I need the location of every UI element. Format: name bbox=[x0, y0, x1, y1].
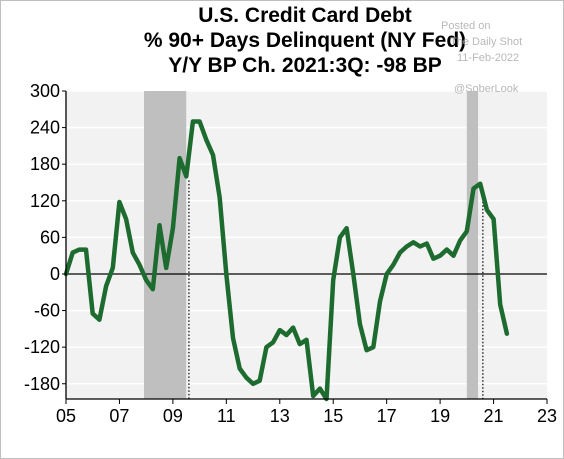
data-point-49 bbox=[391, 263, 395, 267]
data-point-31 bbox=[271, 340, 275, 344]
data-point-7 bbox=[111, 266, 115, 270]
chart-title-line-2: % 90+ Days Delinquent (NY Fed) bbox=[143, 29, 467, 52]
data-point-18 bbox=[184, 174, 188, 178]
y-tick-label-1: 240 bbox=[30, 118, 60, 138]
data-point-16 bbox=[171, 226, 175, 230]
data-point-63 bbox=[485, 208, 489, 212]
watermark-source: The Daily Shot bbox=[450, 36, 523, 48]
y-tick-label-8: -180 bbox=[24, 374, 60, 394]
data-point-41 bbox=[338, 235, 342, 239]
data-point-28 bbox=[251, 382, 255, 386]
recession-band-1 bbox=[466, 91, 479, 399]
y-tick-label-0: 300 bbox=[30, 81, 60, 101]
y-tick-label-5: 0 bbox=[50, 264, 60, 284]
data-point-43 bbox=[351, 272, 355, 276]
data-point-13 bbox=[151, 287, 155, 291]
data-point-15 bbox=[164, 266, 168, 270]
data-point-29 bbox=[258, 379, 262, 383]
data-point-17 bbox=[178, 156, 182, 160]
chart-title-line-3: Y/Y BP Ch. 2021:3Q: -98 BP bbox=[168, 54, 442, 77]
x-tick-label-2: 09 bbox=[163, 406, 183, 426]
y-tick-label-3: 120 bbox=[30, 191, 60, 211]
data-point-35 bbox=[298, 342, 302, 346]
chart-title-line-1: U.S. Credit Card Debt bbox=[198, 4, 412, 27]
data-point-3 bbox=[84, 248, 88, 252]
data-point-24 bbox=[224, 272, 228, 276]
data-point-30 bbox=[264, 345, 268, 349]
data-point-32 bbox=[278, 328, 282, 332]
data-point-51 bbox=[405, 245, 409, 249]
x-tick-label-6: 17 bbox=[377, 406, 397, 426]
data-point-22 bbox=[211, 153, 215, 157]
data-point-66 bbox=[505, 332, 509, 336]
data-point-61 bbox=[472, 187, 476, 191]
data-point-6 bbox=[104, 284, 108, 288]
data-point-21 bbox=[204, 138, 208, 142]
data-point-19 bbox=[191, 119, 195, 123]
x-tick-label-3: 11 bbox=[217, 406, 236, 426]
watermark-date: 11-Feb-2022 bbox=[457, 52, 520, 64]
x-tick-label-4: 13 bbox=[270, 406, 290, 426]
data-point-55 bbox=[431, 257, 435, 261]
data-point-2 bbox=[77, 248, 81, 252]
data-point-33 bbox=[284, 333, 288, 337]
y-tick-label-7: -120 bbox=[24, 337, 60, 357]
y-tick-label-2: 180 bbox=[30, 154, 60, 174]
recession-band-0 bbox=[144, 91, 187, 399]
data-point-58 bbox=[451, 254, 455, 258]
data-point-52 bbox=[411, 240, 415, 244]
data-point-11 bbox=[137, 263, 141, 267]
series-line bbox=[63, 119, 510, 402]
data-point-62 bbox=[478, 182, 482, 186]
data-point-23 bbox=[218, 196, 222, 200]
data-point-47 bbox=[378, 299, 382, 303]
data-point-34 bbox=[291, 326, 295, 330]
x-tick-label-9: 23 bbox=[537, 406, 557, 426]
data-point-26 bbox=[238, 367, 242, 371]
y-tick-label-4: 60 bbox=[40, 227, 60, 247]
data-point-46 bbox=[371, 345, 375, 349]
data-point-1 bbox=[71, 251, 75, 255]
data-point-37 bbox=[311, 394, 315, 398]
data-point-64 bbox=[492, 217, 496, 221]
data-point-56 bbox=[438, 254, 442, 258]
x-tick-label-0: 05 bbox=[56, 406, 76, 426]
x-tick-label-1: 07 bbox=[109, 406, 129, 426]
data-point-9 bbox=[124, 217, 128, 221]
x-tick-label-7: 19 bbox=[430, 406, 450, 426]
data-point-14 bbox=[158, 223, 162, 227]
watermark-handle: @SoberLook bbox=[454, 83, 519, 95]
data-point-44 bbox=[358, 322, 362, 326]
data-point-48 bbox=[385, 272, 389, 276]
data-point-40 bbox=[331, 278, 335, 282]
data-point-60 bbox=[465, 229, 469, 233]
data-point-65 bbox=[498, 302, 502, 306]
data-point-59 bbox=[458, 238, 462, 242]
data-point-38 bbox=[318, 387, 322, 391]
data-point-20 bbox=[198, 119, 202, 123]
y-tick-label-6: -60 bbox=[34, 301, 60, 321]
data-point-45 bbox=[365, 348, 369, 352]
data-point-12 bbox=[144, 278, 148, 282]
data-point-8 bbox=[117, 200, 121, 204]
data-point-42 bbox=[345, 226, 349, 230]
data-point-57 bbox=[445, 248, 449, 252]
data-point-50 bbox=[398, 251, 402, 255]
data-point-53 bbox=[418, 245, 422, 249]
data-point-54 bbox=[425, 241, 429, 245]
data-point-25 bbox=[231, 336, 235, 340]
x-tick-label-5: 15 bbox=[323, 406, 343, 426]
data-point-4 bbox=[91, 312, 95, 316]
data-point-27 bbox=[244, 376, 248, 380]
watermark-posted-on: Posted on bbox=[441, 20, 491, 32]
data-point-5 bbox=[97, 318, 101, 322]
data-point-36 bbox=[305, 338, 309, 342]
x-tick-label-8: 21 bbox=[484, 406, 504, 426]
data-point-10 bbox=[131, 251, 135, 255]
